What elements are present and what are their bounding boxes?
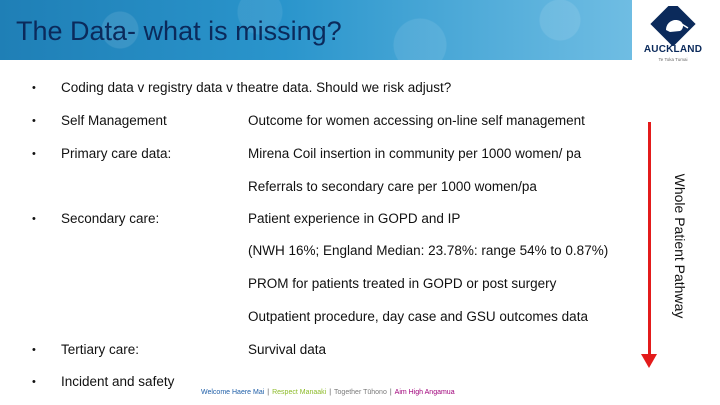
item-label: Primary care data: <box>61 146 172 161</box>
arrow-down-icon <box>641 354 657 368</box>
pathway-arrow-line <box>648 122 651 356</box>
value-aim-high: Aim High Angamua <box>394 389 455 396</box>
value-together: Together Tūhono <box>334 389 387 396</box>
pathway-label: Whole Patient Pathway <box>672 173 688 319</box>
bullet-glyph: • <box>32 148 36 160</box>
item-label: Incident and safety <box>61 374 175 389</box>
bullet-glyph: • <box>32 82 36 94</box>
item-detail: Outpatient procedure, day case and GSU o… <box>248 309 588 324</box>
value-separator: | <box>389 389 392 396</box>
bullet-glyph: • <box>32 376 36 388</box>
value-welcome: Welcome Haere Mai <box>201 389 265 396</box>
item-label: Coding data v registry data v theatre da… <box>61 80 452 95</box>
value-separator: | <box>267 389 270 396</box>
item-label: Tertiary care: <box>61 342 140 357</box>
item-detail: Outcome for women accessing on-line self… <box>248 113 585 128</box>
bullet-glyph: • <box>32 344 36 356</box>
item-detail: Referrals to secondary care per 1000 wom… <box>248 179 537 194</box>
item-detail: Patient experience in GOPD and IP <box>248 211 461 226</box>
kiwi-emblem-icon <box>650 1 696 47</box>
bullet-glyph: • <box>32 115 36 127</box>
value-respect: Respect Manaaki <box>272 389 327 396</box>
item-label: Secondary care: <box>61 211 160 226</box>
header-band <box>0 0 632 60</box>
logo-tagline: Te Toka Tumai <box>658 57 688 62</box>
item-detail: PROM for patients treated in GOPD or pos… <box>248 276 557 291</box>
item-detail: Mirena Coil insertion in community per 1… <box>248 146 582 161</box>
auckland-logo: AUCKLAND Te Toka Tumai <box>640 1 706 68</box>
value-separator: | <box>329 389 332 396</box>
page-title: The Data- what is missing? <box>16 16 342 46</box>
values-footer: Welcome Haere Mai | Respect Manaaki | Togeth… <box>201 389 455 396</box>
item-detail: Survival data <box>248 342 327 357</box>
item-detail: (NWH 16%; England Median: 23.78%: range … <box>248 243 609 258</box>
bullet-glyph: • <box>32 213 36 225</box>
logo-wordmark: AUCKLAND <box>643 44 703 55</box>
item-label: Self Management <box>61 113 167 128</box>
